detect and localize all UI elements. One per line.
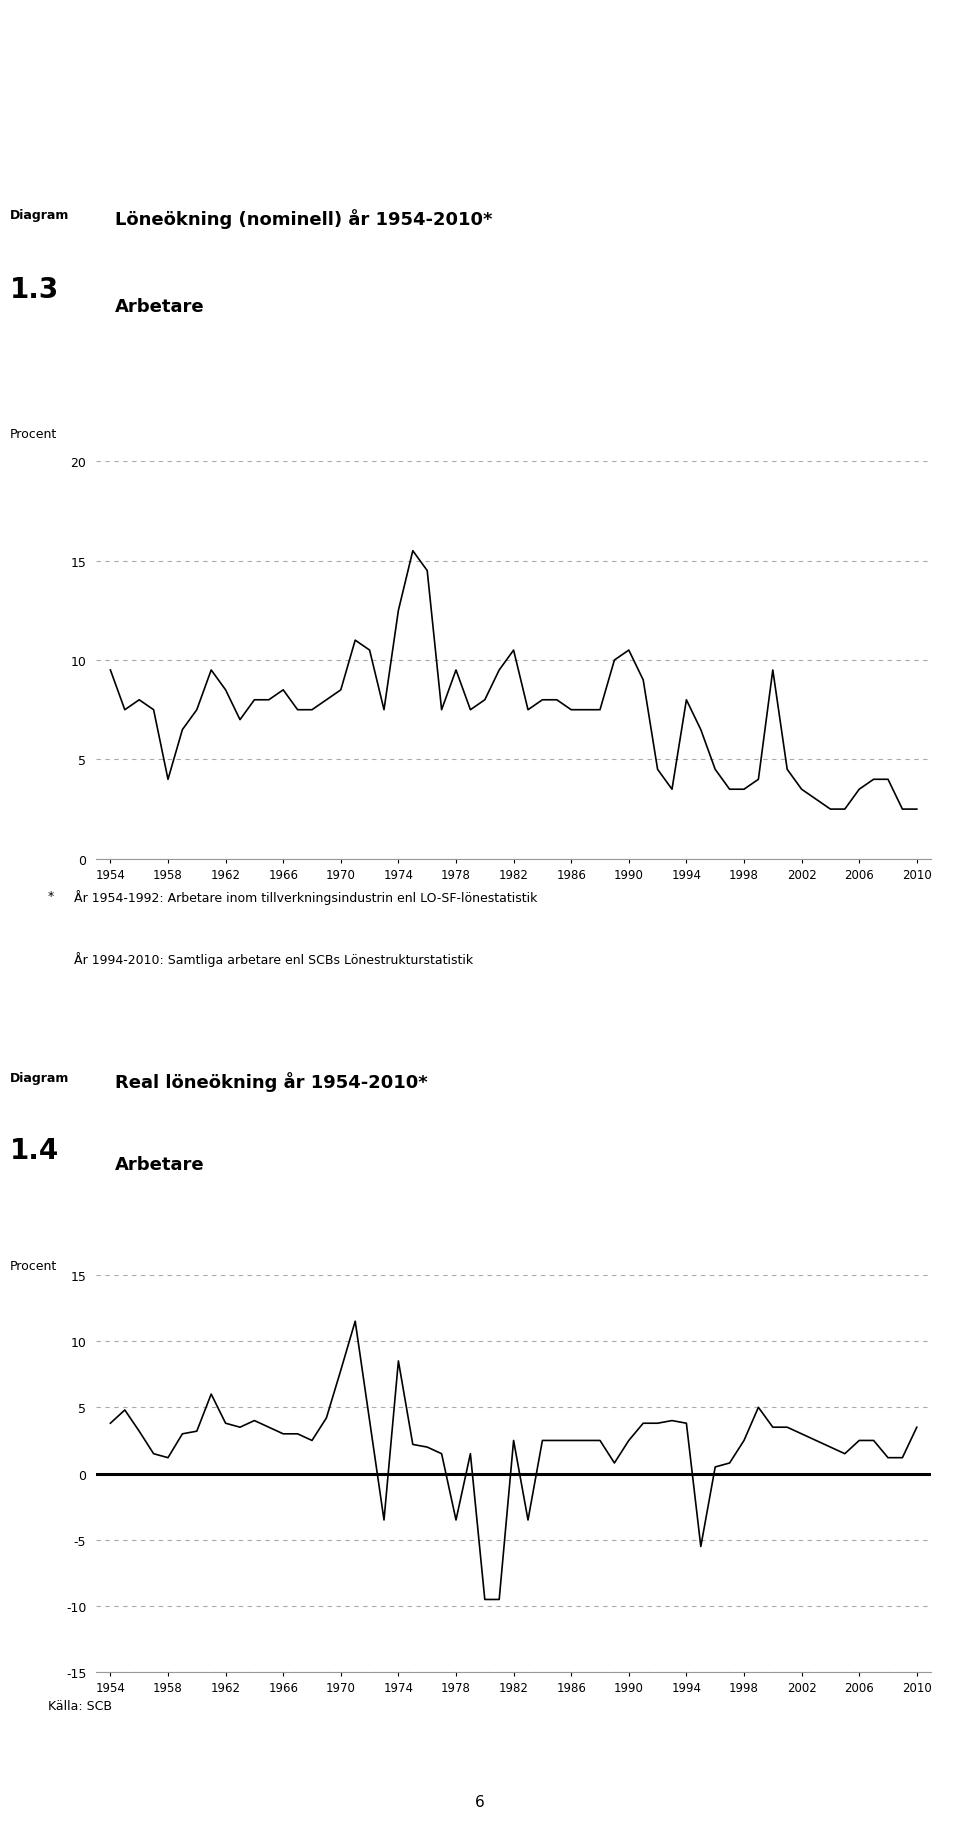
Text: År 1994-2010: Samtliga arbetare enl SCBs Lönestrukturstatistik: År 1994-2010: Samtliga arbetare enl SCBs…	[75, 952, 473, 967]
Text: År 1954-1992: Arbetare inom tillverkningsindustrin enl LO-SF-lönestatistik: År 1954-1992: Arbetare inom tillverkning…	[75, 889, 538, 904]
Text: Arbetare: Arbetare	[115, 1155, 204, 1173]
Text: Löneökning (nominell) år 1954-2010*: Löneökning (nominell) år 1954-2010*	[115, 209, 492, 229]
Text: 6: 6	[475, 1794, 485, 1809]
Text: Real löneökning år 1954-2010*: Real löneökning år 1954-2010*	[115, 1072, 428, 1092]
Text: Diagram: Diagram	[10, 1072, 69, 1085]
Text: Diagram: Diagram	[10, 209, 69, 222]
Text: 1.3: 1.3	[10, 275, 59, 303]
Text: Procent: Procent	[10, 1258, 57, 1273]
Text: *: *	[48, 889, 55, 902]
Text: 1.4: 1.4	[10, 1137, 59, 1164]
Text: Procent: Procent	[10, 427, 57, 442]
Text: Källa: SCB: Källa: SCB	[48, 1698, 112, 1713]
Text: Arbetare: Arbetare	[115, 298, 204, 316]
